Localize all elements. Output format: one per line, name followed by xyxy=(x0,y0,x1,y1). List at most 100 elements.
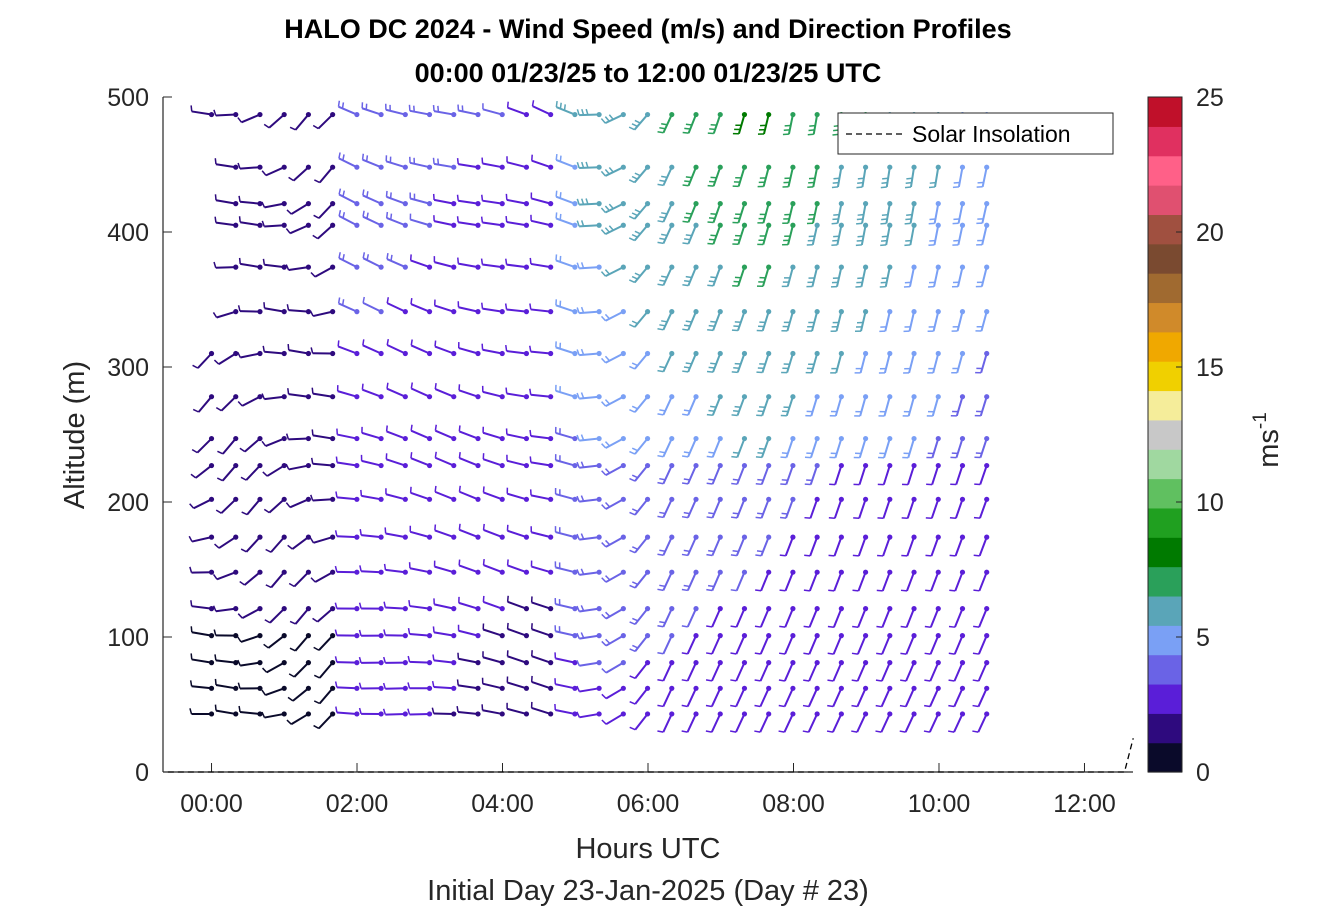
wind-barb xyxy=(628,222,651,242)
wind-barb xyxy=(386,297,408,315)
wind-barb xyxy=(829,394,844,417)
wind-barb xyxy=(972,685,990,708)
wind-barb xyxy=(359,565,384,575)
wind-barb xyxy=(781,309,796,332)
wind-barb xyxy=(657,394,675,416)
wind-barb xyxy=(706,606,723,628)
wind-barb xyxy=(237,350,263,359)
colorbar-tick-label: 10 xyxy=(1196,489,1224,517)
wind-barb xyxy=(431,680,457,691)
wind-barb xyxy=(807,111,820,136)
wind-barb xyxy=(410,339,433,357)
wind-barb xyxy=(313,685,336,705)
wind-barb xyxy=(262,462,287,477)
wind-barb xyxy=(805,350,820,374)
wind-barb xyxy=(386,382,408,400)
wind-barb xyxy=(628,164,651,184)
wind-barb xyxy=(778,633,796,655)
x-tick-label: 08:00 xyxy=(762,790,825,818)
wind-barb xyxy=(706,435,723,458)
wind-barb xyxy=(481,194,505,207)
wind-barb xyxy=(410,382,433,400)
wind-barb xyxy=(458,523,481,540)
wind-barb xyxy=(802,711,820,733)
wind-barb xyxy=(237,606,263,619)
colorbar-segment xyxy=(1148,273,1182,304)
wind-barb xyxy=(214,704,239,717)
wind-barb xyxy=(262,345,287,357)
wind-barb xyxy=(576,108,602,118)
wind-barb xyxy=(409,192,433,207)
wind-barb xyxy=(923,711,941,733)
wind-barb xyxy=(856,164,869,189)
colorbar-segment xyxy=(1148,243,1182,274)
wind-barb xyxy=(241,496,263,516)
wind-barb xyxy=(555,299,578,315)
wind-barb xyxy=(601,606,626,620)
wind-barb xyxy=(707,201,723,224)
wind-barb xyxy=(287,388,312,400)
wind-barb xyxy=(879,264,893,288)
wind-barb xyxy=(310,457,336,469)
wind-barb xyxy=(827,685,844,708)
wind-barb xyxy=(925,569,941,592)
wind-barb xyxy=(385,155,408,170)
wind-barb xyxy=(482,426,505,442)
wind-barb xyxy=(854,394,869,417)
wind-barb xyxy=(950,435,966,459)
wind-barb xyxy=(600,164,626,177)
wind-barb xyxy=(433,560,457,575)
wind-barb xyxy=(240,462,263,481)
wind-barb xyxy=(629,350,651,370)
colorbar-gradient xyxy=(1148,97,1182,773)
wind-barb xyxy=(628,201,651,220)
wind-barb xyxy=(385,190,408,207)
wind-barb xyxy=(732,201,748,224)
wind-barb xyxy=(576,161,602,170)
wind-barb xyxy=(682,435,699,458)
wind-barb xyxy=(334,565,360,575)
wind-barb xyxy=(554,625,578,639)
wind-barb xyxy=(756,394,772,417)
wind-barb xyxy=(191,435,215,454)
wind-barb xyxy=(629,569,651,589)
colorbar-segment xyxy=(1148,390,1182,421)
wind-barb xyxy=(310,264,336,278)
wind-barb xyxy=(754,633,772,655)
chart-subtitle: 00:00 01/23/25 to 12:00 01/23/25 UTC xyxy=(415,58,882,88)
wind-barb xyxy=(433,598,457,612)
wind-barb xyxy=(852,569,869,592)
wind-barb xyxy=(856,201,869,225)
wind-barb xyxy=(806,264,820,288)
wind-barb xyxy=(682,111,699,134)
wind-barb xyxy=(973,496,990,519)
wind-barb xyxy=(925,496,941,519)
wind-barb xyxy=(732,264,748,287)
wind-barb xyxy=(530,675,554,691)
wind-barb xyxy=(189,708,215,717)
wind-barb xyxy=(851,685,869,708)
wind-barb xyxy=(601,660,626,674)
wind-barb xyxy=(682,394,699,416)
wind-barb xyxy=(213,109,239,118)
wind-barb xyxy=(237,659,263,667)
wind-barb xyxy=(681,534,699,557)
wind-barb xyxy=(731,394,748,417)
wind-barb xyxy=(576,392,602,400)
wind-barb xyxy=(529,429,554,442)
wind-barb xyxy=(505,344,530,357)
wind-barb xyxy=(805,394,820,417)
wind-barb xyxy=(903,309,917,333)
wind-barb xyxy=(853,462,869,486)
wind-barb xyxy=(458,485,481,502)
wind-barb xyxy=(216,462,239,482)
wind-barb xyxy=(214,678,239,691)
colorbar-segment xyxy=(1148,478,1182,509)
wind-barb xyxy=(754,685,772,708)
wind-barb xyxy=(360,489,384,502)
wind-barb xyxy=(362,189,384,207)
wind-barb xyxy=(482,523,505,540)
wind-barb xyxy=(261,711,287,719)
wind-barb xyxy=(830,309,844,332)
wind-barb xyxy=(681,606,699,628)
